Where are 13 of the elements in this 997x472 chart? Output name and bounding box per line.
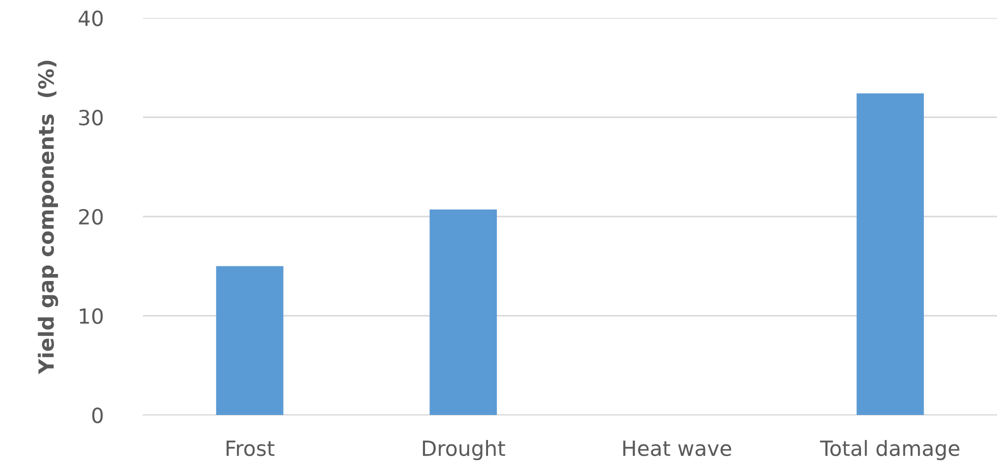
bar (430, 210, 497, 415)
y-axis-title: Yield gap components (%) (38, 60, 58, 374)
x-tick-label: Total damage (820, 440, 960, 460)
y-tick-label: 40 (78, 10, 103, 26)
bar (856, 93, 924, 415)
y-tick-label: 20 (79, 208, 103, 225)
y-tick-label: 30 (79, 110, 103, 126)
y-tick-label: 0 (92, 407, 103, 424)
x-tick-label: Heat wave (623, 440, 732, 456)
y-tick-label: 10 (80, 308, 103, 324)
x-tick-label: Drought (422, 440, 506, 460)
x-tick-label: Frost (226, 440, 274, 456)
bar (216, 266, 284, 415)
